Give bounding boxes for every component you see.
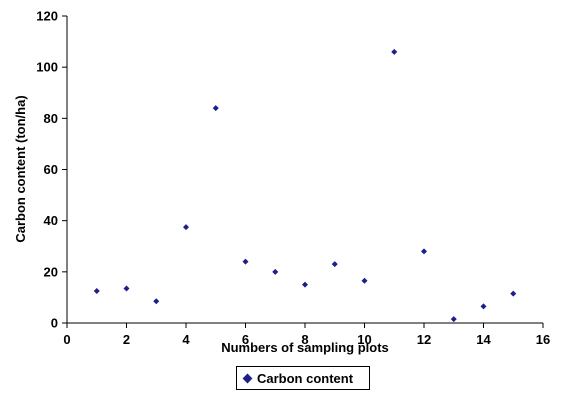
data-point xyxy=(480,303,487,310)
x-tick-label: 10 xyxy=(357,332,371,347)
x-tick-label: 4 xyxy=(182,332,190,347)
x-ticks: 0 2 4 6 8 10 12 14 16 xyxy=(63,323,550,347)
x-tick-label: 8 xyxy=(301,332,308,347)
x-axis-title: Numbers of sampling plots xyxy=(221,340,389,355)
x-tick-label: 0 xyxy=(63,332,70,347)
y-tick-label: 80 xyxy=(44,111,58,126)
x-tick-label: 6 xyxy=(242,332,249,347)
y-tick-label: 0 xyxy=(51,316,58,331)
x-tick-label: 12 xyxy=(417,332,431,347)
data-point xyxy=(242,258,249,265)
data-point xyxy=(183,224,189,231)
data-point xyxy=(93,288,100,295)
x-tick-label: 16 xyxy=(536,332,550,347)
data-point xyxy=(212,105,219,112)
data-point xyxy=(272,268,279,275)
legend: Carbon content xyxy=(236,366,370,390)
data-point xyxy=(391,48,398,55)
legend-label: Carbon content xyxy=(257,370,354,386)
data-point xyxy=(302,281,308,288)
data-point xyxy=(450,316,457,323)
data-point xyxy=(510,290,517,297)
legend-diamond-marker-icon xyxy=(242,373,253,383)
x-tick-label: 14 xyxy=(476,332,491,347)
y-axis-title: Carbon content (ton/ha) xyxy=(13,95,28,242)
x-tick-label: 2 xyxy=(123,332,130,347)
y-ticks: 0 20 40 60 80 100 120 xyxy=(36,9,67,331)
data-point xyxy=(331,261,338,268)
y-tick-label: 100 xyxy=(36,60,58,75)
data-point xyxy=(361,277,368,284)
y-tick-label: 120 xyxy=(36,9,58,24)
y-tick-label: 60 xyxy=(44,162,58,177)
data-points xyxy=(93,48,517,323)
y-tick-label: 40 xyxy=(44,213,58,228)
y-tick-label: 20 xyxy=(44,264,58,279)
data-point xyxy=(123,285,130,292)
data-point xyxy=(153,298,160,305)
data-point xyxy=(421,248,427,255)
